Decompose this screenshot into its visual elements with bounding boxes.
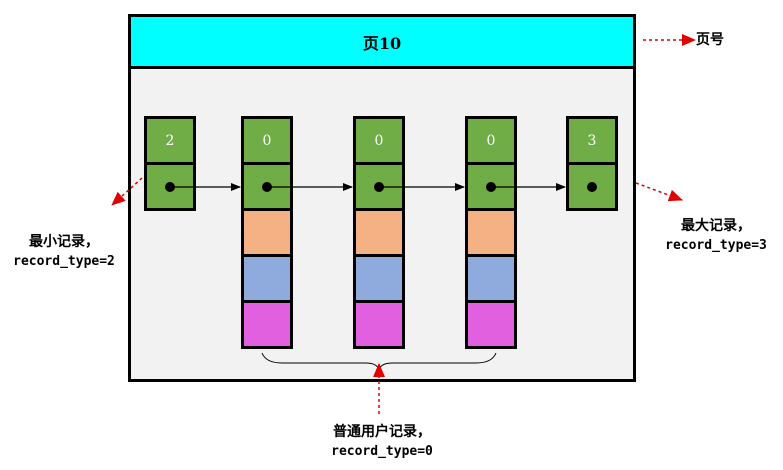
record-field-3 <box>241 300 293 349</box>
record-field-2 <box>353 254 405 303</box>
user-records-title: 普通用户记录， <box>333 424 431 440</box>
record-field-2 <box>241 254 293 303</box>
record-header: 3 <box>566 116 618 165</box>
min-record-label: 最小记录， record_type=2 <box>2 232 126 272</box>
record-field-3 <box>353 300 405 349</box>
min-record-callout-arrow <box>111 177 143 206</box>
record-field-1 <box>465 208 517 257</box>
user-record-2: 0 <box>353 116 405 349</box>
record-field-1 <box>241 208 293 257</box>
next-pointer-cell <box>566 162 618 211</box>
user-records-brace <box>261 352 497 371</box>
record-header: 0 <box>241 116 293 165</box>
page-title: 页10 <box>131 17 633 69</box>
user-records-type: record_type=0 <box>331 444 433 459</box>
user-records-label: 普通用户记录， record_type=0 <box>320 422 444 462</box>
pointer-dot <box>587 181 597 192</box>
max-record-type: record_type=3 <box>665 238 767 253</box>
min-record-type: record_type=2 <box>13 254 115 269</box>
user-record-1: 0 <box>241 116 293 349</box>
record-field-3 <box>465 300 517 349</box>
max-record-label: 最大记录， record_type=3 <box>652 216 780 256</box>
record-header: 0 <box>465 116 517 165</box>
page-number-label: 页号 <box>696 32 724 48</box>
max-record-title: 最大记录， <box>681 218 751 234</box>
supremum-record: 3 <box>566 116 618 211</box>
max-record-callout-arrow <box>635 182 683 202</box>
min-record-title: 最小记录， <box>29 234 99 250</box>
user-record-3: 0 <box>465 116 517 349</box>
